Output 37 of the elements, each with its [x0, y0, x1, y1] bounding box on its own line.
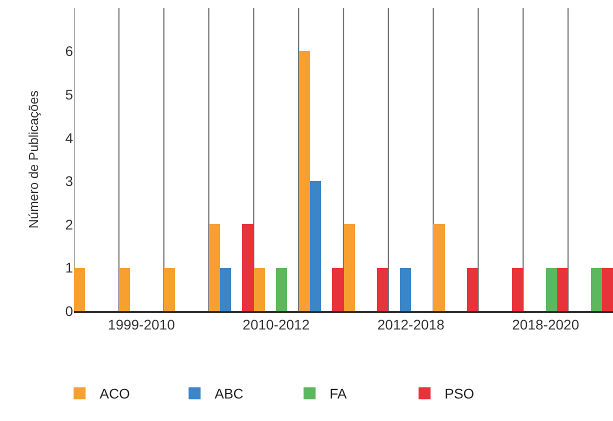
- bar: [254, 268, 265, 311]
- bar: [377, 268, 388, 311]
- y-tick-label: 5: [65, 86, 74, 102]
- bar: [344, 224, 355, 311]
- bar: [546, 268, 557, 311]
- y-axis-title: Número de Publicações: [26, 90, 41, 229]
- bar: [332, 268, 344, 311]
- bar: [209, 224, 220, 311]
- legend-label: FA: [330, 386, 348, 402]
- bar: [299, 51, 310, 311]
- bar: [220, 268, 231, 311]
- bar: [557, 268, 568, 311]
- x-tick-label: 2010-2012: [242, 316, 310, 333]
- bar: [433, 224, 445, 311]
- bar: [400, 268, 411, 311]
- bar: [591, 268, 602, 311]
- bar: [74, 268, 85, 311]
- legend-label: ABC: [214, 386, 244, 402]
- bar: [164, 268, 175, 311]
- x-tick-label: 2018-2020: [512, 316, 580, 333]
- x-tick-label: 2012-2018: [377, 316, 445, 333]
- bar: [119, 268, 130, 311]
- y-tick-label: 1: [65, 260, 74, 276]
- bar: [467, 268, 478, 311]
- bar: [242, 224, 254, 311]
- bar: [602, 268, 613, 311]
- y-tick-label: 3: [65, 173, 74, 190]
- y-tick-label: 6: [65, 43, 74, 60]
- y-tick-label: 4: [65, 130, 74, 146]
- bar: [276, 268, 287, 311]
- y-tick-label: 0: [65, 302, 74, 319]
- bar: [512, 268, 523, 311]
- legend-label: PSO: [444, 386, 474, 402]
- y-tick-label: 2: [65, 216, 74, 232]
- bar: [310, 181, 321, 311]
- legend-label: ACO: [100, 386, 130, 402]
- x-tick-label: 1999-2010: [108, 316, 176, 333]
